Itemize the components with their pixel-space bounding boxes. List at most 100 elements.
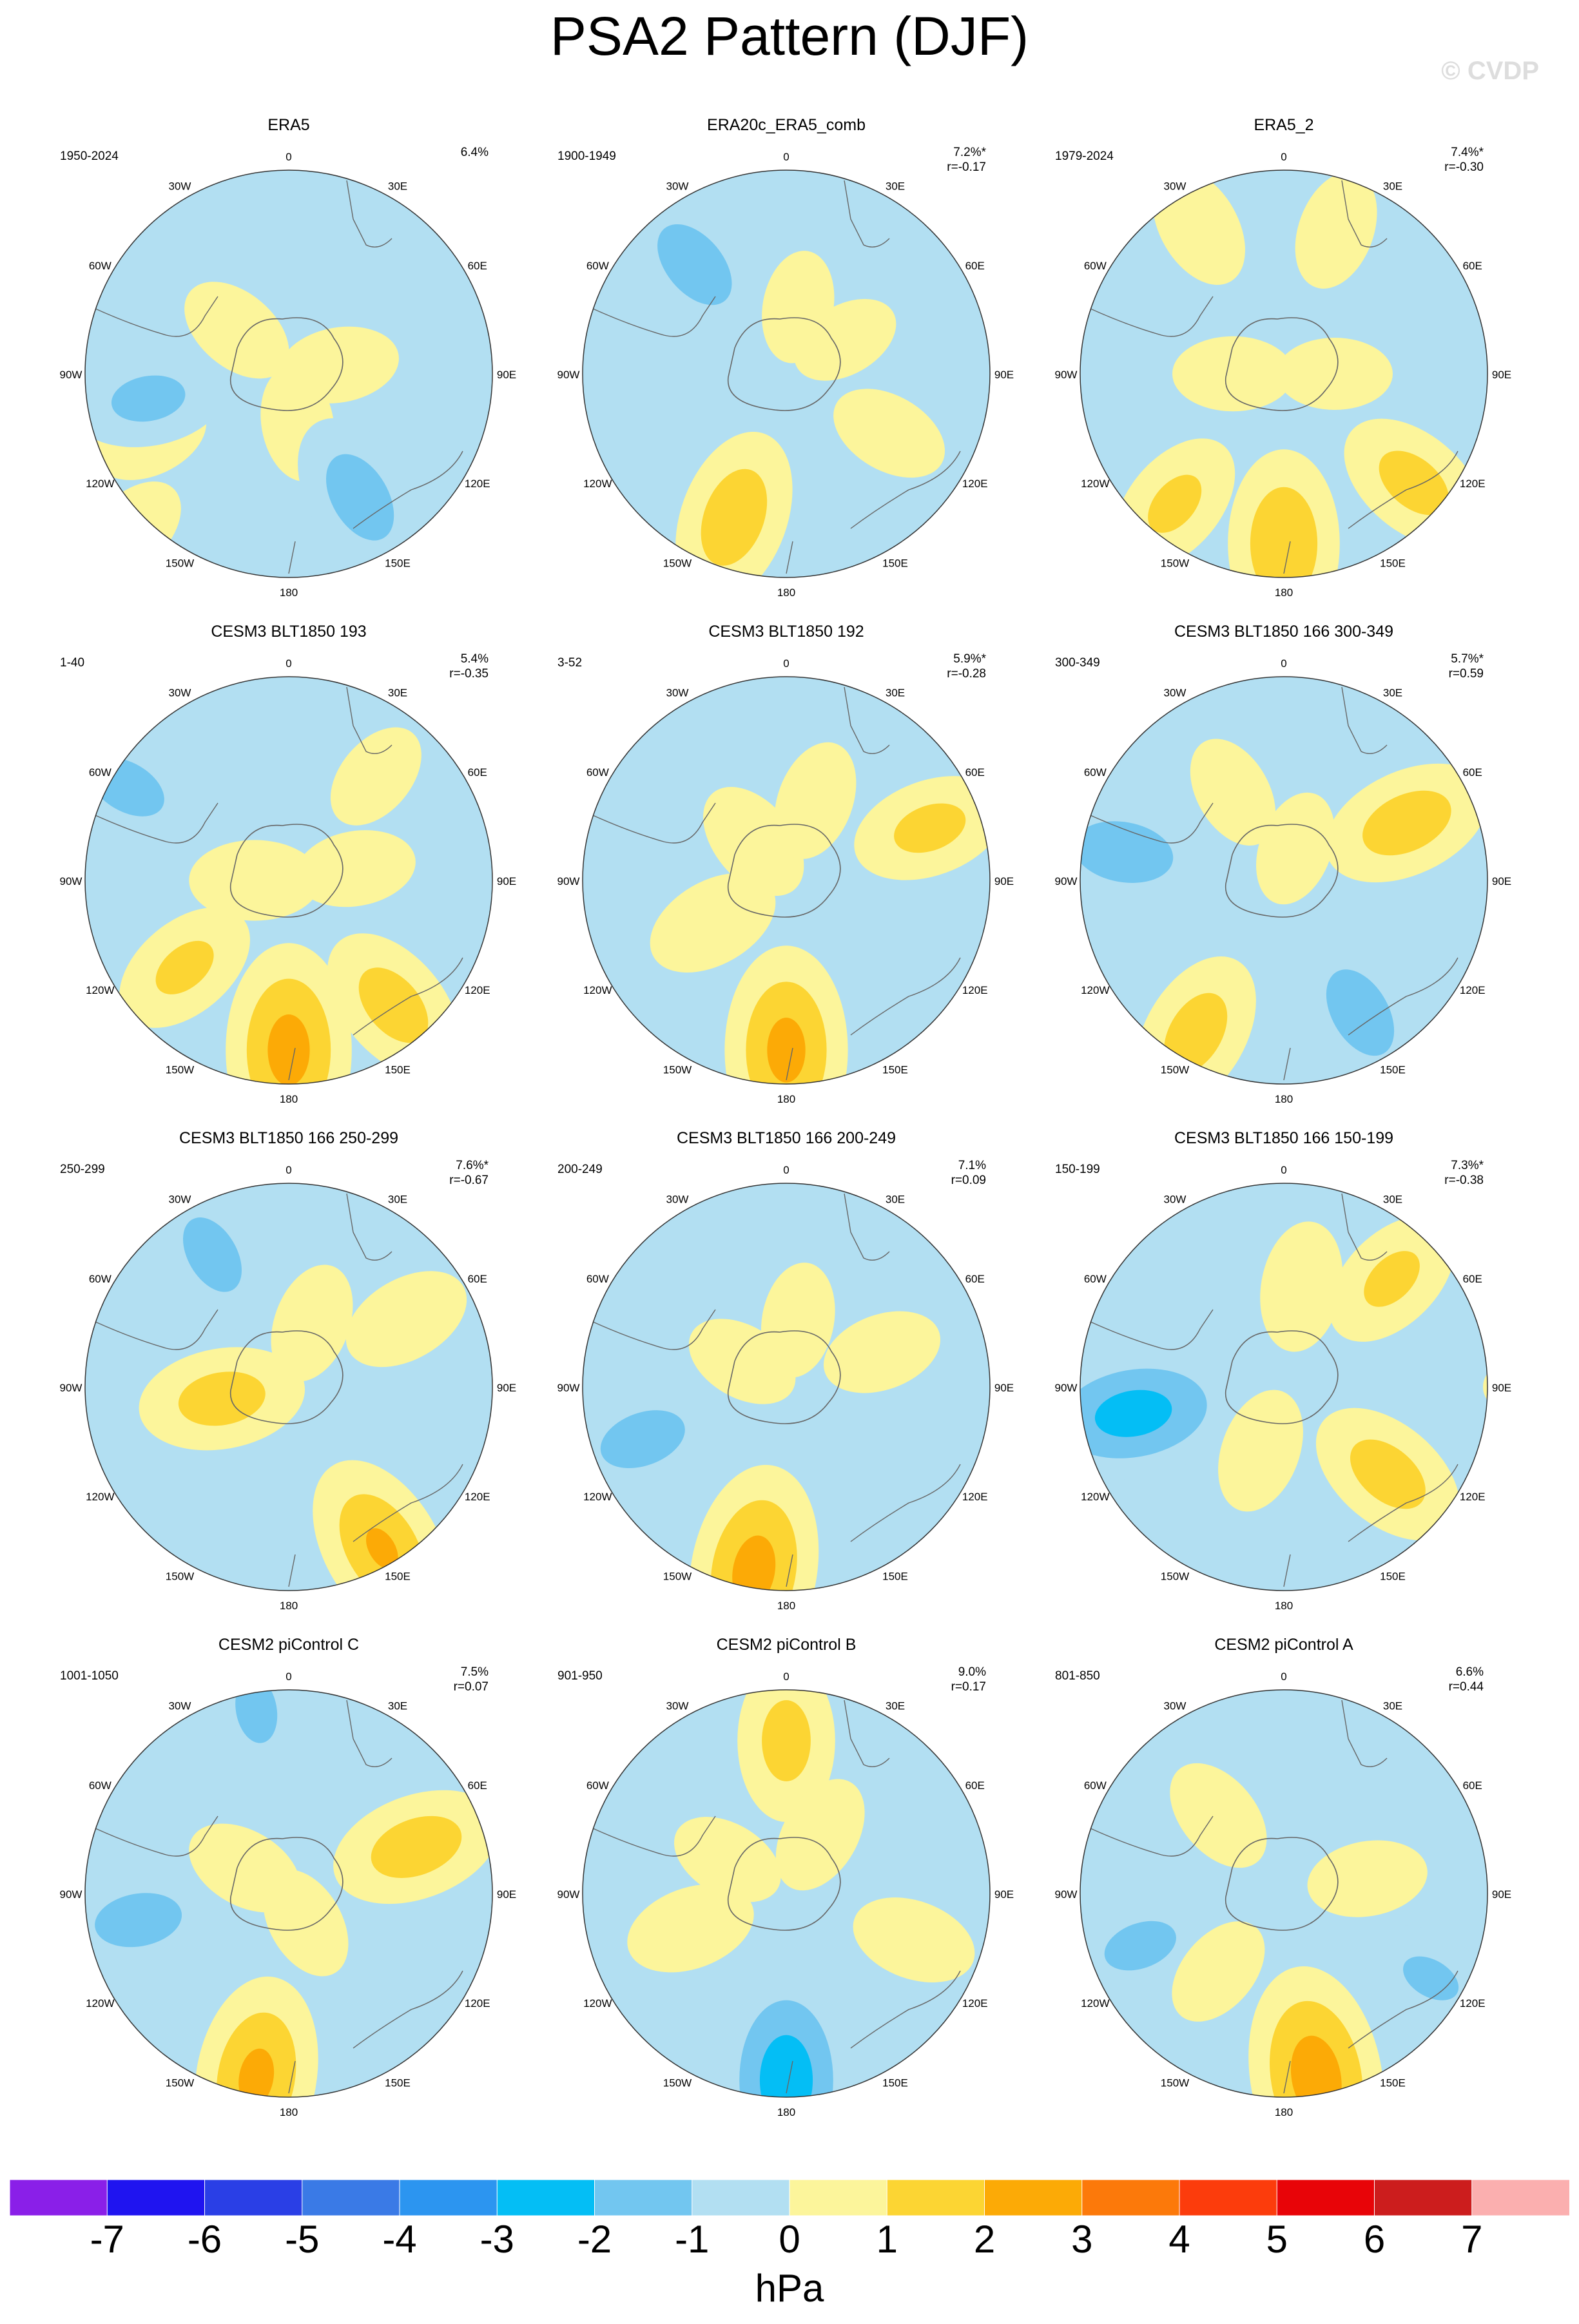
- map-border: [582, 169, 991, 578]
- pattern-correlation: r=-0.28: [947, 667, 986, 681]
- longitude-label: 90W: [60, 1888, 82, 1901]
- longitude-label: 60W: [586, 766, 609, 779]
- longitude-label: 60E: [1463, 766, 1482, 779]
- longitude-label: 90E: [994, 1888, 1014, 1901]
- panel-years: 1979-2024: [1055, 150, 1114, 163]
- longitude-label: 120E: [962, 1491, 988, 1503]
- panel-variance-corr: 5.4% r=-0.35: [449, 652, 489, 681]
- australia-nz-coastline: [1283, 450, 1458, 574]
- longitude-label: 30W: [1164, 1193, 1187, 1205]
- longitude-label: 150W: [166, 557, 194, 570]
- longitude-label: 60E: [1463, 260, 1482, 272]
- contour-fill: [271, 1264, 353, 1382]
- longitude-label: 120E: [1460, 1997, 1486, 2009]
- longitude-label: 90W: [1055, 1382, 1078, 1394]
- antarctica-coastline: [1225, 317, 1339, 411]
- longitude-label: 60E: [468, 1273, 487, 1285]
- panel-variance-corr: 7.5% r=0.07: [454, 1665, 489, 1694]
- map-border: [1080, 1689, 1488, 2098]
- longitude-label: 0: [286, 1670, 291, 1683]
- longitude-label: 30E: [388, 1699, 407, 1712]
- panel-title: CESM3 BLT1850 166 300-349: [1174, 623, 1394, 641]
- contour-fill: [183, 1217, 242, 1292]
- longitude-label: 90W: [557, 1888, 580, 1901]
- contour-fill: [833, 389, 945, 478]
- contour-fill: [1403, 1956, 1459, 2000]
- longitude-label: 60W: [1084, 766, 1107, 779]
- longitude-label: 60W: [1084, 260, 1107, 272]
- contour-fill: [1379, 450, 1449, 516]
- antarctica-coastline: [229, 317, 344, 411]
- contour-fill: [1350, 1439, 1426, 1509]
- longitude-label: 180: [1275, 1600, 1293, 1612]
- longitude-label: 120E: [465, 1997, 490, 2009]
- longitude-label: 150W: [663, 1571, 692, 1583]
- contour-fill: [1148, 474, 1202, 533]
- longitude-label: 30W: [1164, 686, 1187, 699]
- colorbar-swatch: [984, 2180, 1083, 2216]
- longitude-label: 120W: [1081, 984, 1109, 996]
- colorbar-tick-label: 2: [973, 2218, 996, 2261]
- continent-coastlines: [85, 180, 392, 337]
- contour-fill: [759, 2035, 813, 2097]
- longitude-label: 0: [1281, 657, 1286, 670]
- longitude-label: 30W: [666, 180, 689, 192]
- contour-fill: [1295, 171, 1377, 289]
- longitude-label: 60E: [965, 1779, 985, 1792]
- colorbar-tick-label: 6: [1363, 2218, 1386, 2261]
- longitude-label: 90W: [557, 369, 580, 381]
- longitude-label: 180: [280, 586, 298, 599]
- polar-map: 0 30E 60E 90E 120E 150E 180 150W 120W 90W 60W 30W: [60, 151, 517, 599]
- longitude-label: 180: [777, 2106, 795, 2118]
- variance-explained: 7.5%: [460, 1665, 489, 1679]
- polar-map: 0 30E 60E 90E 120E 150E 180 150W 120W 90W 60W 30W: [60, 657, 517, 1105]
- longitude-label: 180: [777, 586, 795, 599]
- longitude-label: 180: [1275, 1093, 1293, 1105]
- australia-nz-coastline: [786, 1970, 961, 2094]
- contour-fill: [701, 469, 768, 566]
- colorbar: [10, 2180, 1569, 2216]
- longitude-label: 60W: [89, 1273, 111, 1285]
- longitude-label: 120E: [465, 984, 490, 996]
- australia-nz-coastline: [288, 450, 463, 574]
- contour-fill: [1190, 739, 1276, 846]
- longitude-label: 0: [783, 151, 789, 163]
- colorbar-tick-label: 5: [1266, 2218, 1288, 2261]
- contour-fill: [189, 840, 321, 921]
- map-border: [84, 1689, 493, 2098]
- panel-title: CESM3 BLT1850 192: [708, 623, 864, 641]
- longitude-label: 120W: [583, 1491, 612, 1503]
- longitude-label: 120W: [583, 984, 612, 996]
- map-border: [84, 676, 493, 1085]
- contour-fill: [760, 1263, 835, 1378]
- longitude-label: 150W: [1161, 1064, 1189, 1076]
- pattern-correlation: r=-0.38: [1444, 1174, 1484, 1187]
- antarctica-coastline: [229, 1330, 344, 1424]
- colorbar-swatch: [1276, 2180, 1375, 2216]
- contour-fill: [95, 1893, 182, 1948]
- panel-years: 1-40: [60, 656, 85, 670]
- pattern-correlation: r=0.59: [1448, 667, 1484, 681]
- continent-coastlines: [85, 1699, 392, 1857]
- variance-explained: 5.9%*: [953, 652, 986, 666]
- contour-fill: [600, 1410, 685, 1469]
- panel-title: CESM3 BLT1850 193: [211, 623, 367, 641]
- continent-coastlines: [1080, 1193, 1388, 1350]
- panel-variance-corr: 7.6%* r=-0.67: [449, 1159, 489, 1188]
- panel-title: ERA20c_ERA5_comb: [707, 116, 866, 134]
- longitude-label: 120E: [962, 478, 988, 490]
- australia-nz-coastline: [786, 957, 961, 1081]
- panel-title: ERA5: [267, 116, 310, 134]
- longitude-label: 150E: [882, 2077, 908, 2089]
- panel-variance-corr: 5.7%* r=0.59: [1449, 652, 1484, 681]
- longitude-label: 30E: [886, 1193, 905, 1205]
- antarctica-coastline: [1225, 1837, 1339, 1931]
- contour-fill: [1094, 1390, 1172, 1437]
- longitude-label: 90W: [60, 369, 82, 381]
- contour-fill: [853, 1897, 975, 1983]
- colorbar-swatch: [302, 2180, 400, 2216]
- longitude-label: 150W: [166, 1064, 194, 1076]
- colorbar-swatch: [1374, 2180, 1473, 2216]
- longitude-label: 180: [1275, 2106, 1293, 2118]
- contour-fill: [894, 803, 966, 853]
